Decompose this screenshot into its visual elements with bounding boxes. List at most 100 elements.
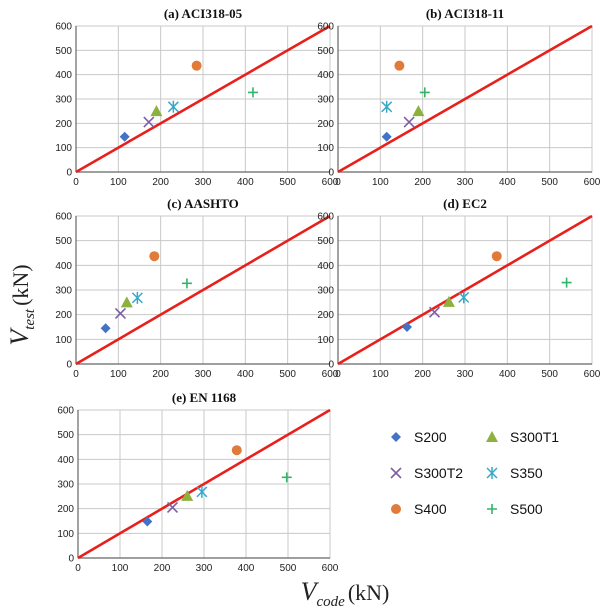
legend: S200 S300T1 S300T2 S350 S400 S500 — [390, 429, 559, 517]
x-tick-label: 0 — [73, 177, 79, 188]
x-tick-label: 0 — [335, 177, 341, 188]
legend-marker-s300t2 — [390, 467, 402, 479]
y-tick-label: 500 — [57, 430, 74, 441]
y-tick-label: 400 — [55, 70, 72, 81]
x-tick-label: 100 — [110, 177, 127, 188]
y-tick-label: 300 — [57, 480, 74, 491]
x-tick-label: 100 — [112, 563, 129, 574]
x-tick-label: 300 — [195, 177, 212, 188]
legend-marker-s300t1 — [486, 431, 498, 442]
x-tick-label: 600 — [322, 177, 339, 188]
y-tick-label: 400 — [55, 261, 72, 272]
legend-label: S300T1 — [510, 429, 559, 445]
x-tick-label: 200 — [152, 177, 169, 188]
data-point-s300t2 — [114, 307, 127, 319]
data-point-s350 — [196, 485, 208, 498]
legend-item-s300t1: S300T1 — [486, 429, 559, 445]
x-tick-label: 200 — [152, 369, 169, 380]
x-tick-label: 600 — [322, 563, 339, 574]
reference-line — [337, 24, 593, 174]
data-point-s500 — [281, 472, 292, 483]
x-tick-label: 200 — [154, 563, 171, 574]
legend-label: S500 — [510, 501, 543, 517]
data-point-s500 — [247, 87, 258, 98]
y-tick-label: 200 — [317, 310, 334, 321]
y-tick-label: 600 — [57, 406, 74, 417]
x-tick-label: 400 — [499, 369, 516, 380]
y-tick-label: 100 — [57, 529, 74, 540]
y-tick-label: 200 — [317, 119, 334, 130]
y-tick-label: 400 — [317, 261, 334, 272]
data-point-s300t2 — [143, 116, 155, 128]
legend-item-s400: S400 — [391, 501, 447, 517]
data-point-s300t1 — [412, 105, 425, 117]
legend-marker-s350 — [486, 467, 498, 479]
data-point-s500 — [419, 87, 430, 98]
y-axis-title-unit: (kN) — [8, 264, 33, 306]
data-point-s350 — [381, 100, 393, 113]
x-tick-label: 200 — [414, 177, 431, 188]
x-tick-label: 600 — [584, 177, 600, 188]
y-axis-title: Vtest (kN) — [5, 264, 38, 345]
x-tick-label: 300 — [195, 369, 212, 380]
x-tick-label: 100 — [372, 177, 389, 188]
y-tick-label: 600 — [55, 212, 72, 223]
y-tick-label: 200 — [55, 310, 72, 321]
y-tick-label: 600 — [317, 212, 334, 223]
x-tick-label: 400 — [237, 369, 254, 380]
panel-title: (e) EN 1168 — [172, 390, 237, 405]
y-tick-label: 100 — [55, 143, 72, 154]
legend-label: S300T2 — [414, 465, 463, 481]
legend-label: S350 — [510, 465, 543, 481]
legend-item-s500: S500 — [487, 501, 543, 517]
y-tick-label: 500 — [317, 236, 334, 247]
y-tick-label: 400 — [317, 70, 334, 81]
legend-item-s200: S200 — [391, 429, 447, 445]
y-tick-label: 300 — [317, 95, 334, 106]
panel-e: 0 100 200 300 400 500 600 0 100 200 300 400 500 600 (e… — [57, 390, 338, 574]
x-tick-label: 300 — [457, 177, 474, 188]
reference-line — [337, 214, 593, 366]
y-tick-label: 100 — [317, 335, 334, 346]
reference-line — [77, 408, 331, 560]
data-point-s300t2 — [403, 116, 415, 128]
panel-title: (b) ACI318-11 — [426, 6, 504, 21]
data-point-s300t1 — [442, 295, 455, 307]
data-point-s500 — [561, 277, 572, 288]
data-point-s350 — [167, 100, 179, 113]
y-tick-label: 500 — [55, 46, 72, 57]
reference-line — [75, 214, 331, 366]
data-point-s300t2 — [166, 501, 179, 513]
data-point-s200 — [402, 322, 413, 332]
x-tick-label: 0 — [335, 369, 341, 380]
x-tick-label: 500 — [279, 177, 296, 188]
legend-marker-s400 — [391, 504, 401, 514]
legend-marker-s200 — [391, 432, 401, 442]
data-point-s400 — [231, 445, 242, 456]
y-tick-label: 300 — [317, 286, 334, 297]
y-tick-label: 200 — [55, 119, 72, 130]
x-tick-label: 500 — [280, 563, 297, 574]
y-axis-title-main: V — [5, 327, 34, 346]
data-point-s350 — [458, 291, 470, 304]
x-tick-label: 100 — [110, 369, 127, 380]
x-tick-label: 300 — [457, 369, 474, 380]
x-tick-label: 0 — [73, 369, 79, 380]
data-point-s350 — [131, 291, 143, 304]
y-tick-label: 0 — [328, 360, 334, 371]
data-point-s400 — [149, 251, 160, 262]
legend-item-s300t2: S300T2 — [390, 465, 463, 481]
panel-title: (c) AASHTO — [167, 196, 239, 211]
x-tick-label: 600 — [322, 369, 339, 380]
data-point-s200 — [142, 516, 153, 527]
x-tick-label: 200 — [414, 369, 431, 380]
data-point-s400 — [394, 60, 405, 71]
y-tick-label: 300 — [55, 286, 72, 297]
x-axis-title-main: V — [301, 577, 320, 606]
y-tick-label: 400 — [57, 455, 74, 466]
x-tick-label: 400 — [499, 177, 516, 188]
legend-marker-s500 — [487, 504, 497, 514]
